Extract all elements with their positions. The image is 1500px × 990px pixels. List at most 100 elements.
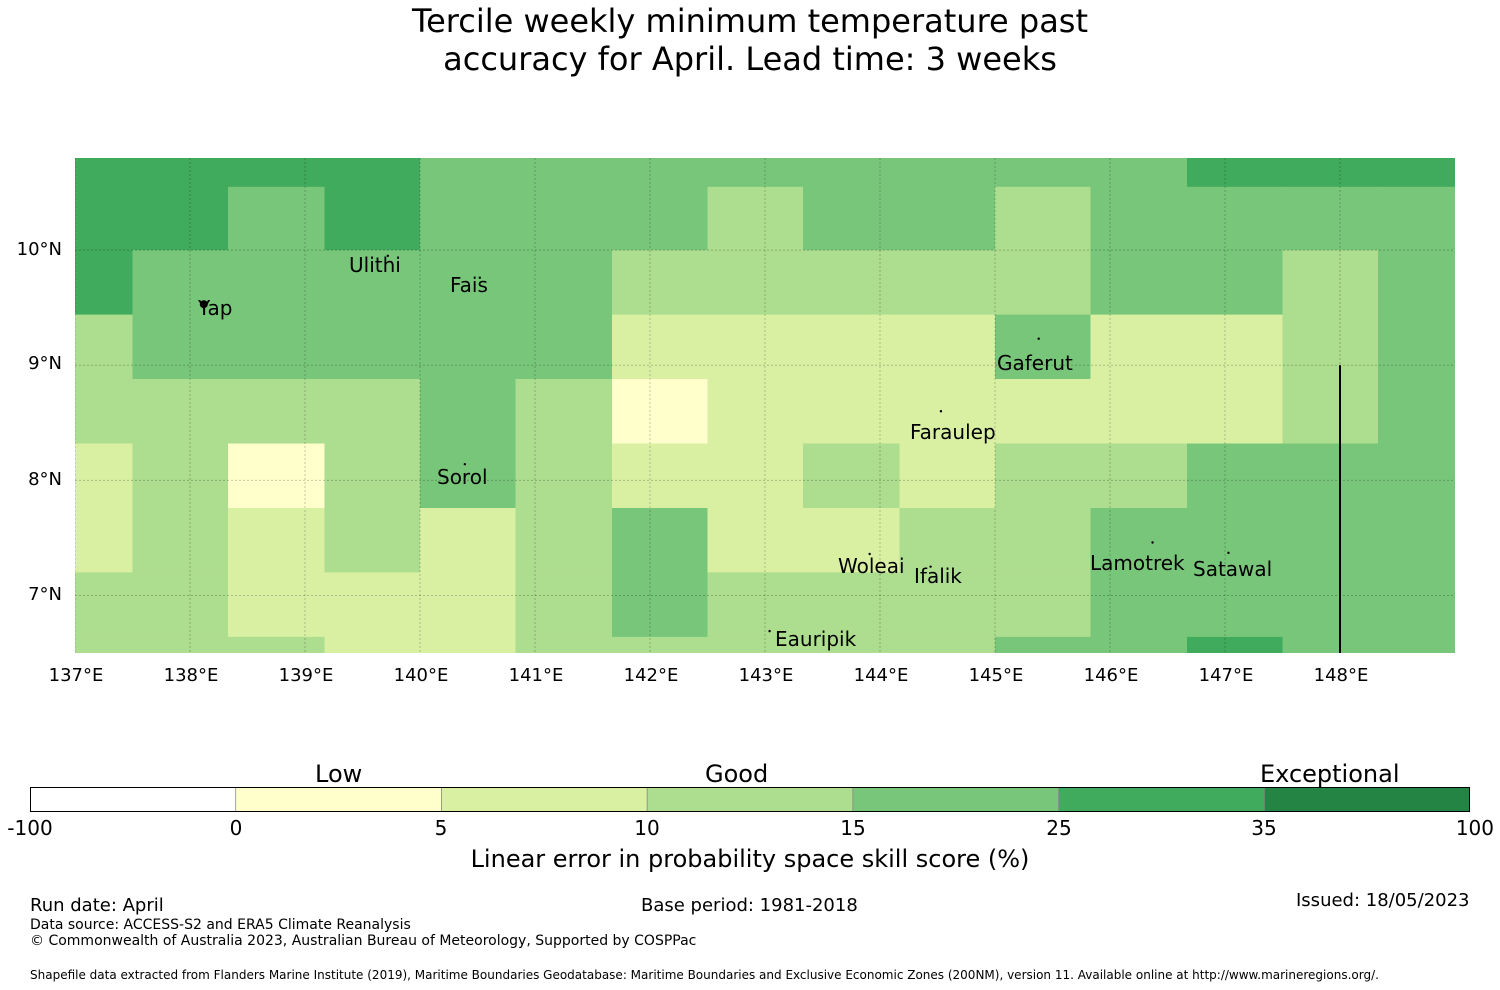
skill-cell (132, 186, 229, 251)
skill-cell (228, 250, 326, 316)
shapefile-credit: Shapefile data extracted from Flanders M… (30, 968, 1379, 982)
skill-cell (75, 250, 134, 316)
skill-cell (324, 443, 421, 509)
skill-cell (324, 250, 421, 316)
skill-cell (324, 314, 421, 380)
skill-cell (324, 158, 421, 188)
island-marker (939, 410, 943, 413)
skill-cell (1282, 572, 1379, 638)
legend-category-exceptional: Exceptional (1260, 760, 1400, 788)
skill-cell (132, 379, 229, 445)
skill-cell (132, 314, 229, 380)
colorbar-segment (441, 787, 648, 812)
skill-cell (1378, 250, 1455, 316)
skill-cell (995, 379, 1092, 445)
skill-cell (1090, 379, 1188, 445)
skill-cell (899, 508, 996, 574)
skill-cell (1090, 158, 1188, 188)
lon-label-137e: 137°E (48, 665, 104, 686)
skill-cell (803, 186, 901, 251)
skill-cell (228, 572, 326, 638)
skill-cell (1090, 250, 1188, 316)
skill-cell (899, 314, 996, 380)
skill-cell (515, 314, 613, 380)
skill-cell (420, 572, 517, 638)
skill-cell (324, 186, 421, 251)
skill-cell (515, 443, 613, 509)
skill-cell (132, 158, 229, 188)
skill-cell (1378, 572, 1455, 638)
skill-cell (612, 572, 709, 638)
skill-cell (1187, 250, 1284, 316)
skill-cell (420, 314, 517, 380)
skill-cell (1378, 158, 1455, 188)
skill-cell (612, 636, 709, 653)
skill-cell (515, 508, 613, 574)
skill-cell (995, 314, 1092, 380)
skill-cell (228, 158, 326, 188)
island-marker (199, 300, 208, 309)
skill-cell (1187, 636, 1284, 653)
skill-cell (612, 158, 709, 188)
colorbar-segment (1058, 787, 1265, 812)
colorbar-tick-25: 25 (1046, 816, 1072, 840)
skill-cell (132, 636, 229, 653)
skill-cell (995, 158, 1092, 188)
island-marker (868, 552, 871, 556)
skill-cell (75, 314, 134, 380)
skill-cell (1282, 636, 1379, 653)
skill-cell (1378, 186, 1455, 251)
skill-cell (1187, 443, 1284, 509)
place-label-fais: Fais (450, 273, 488, 297)
colorbar-segment (852, 787, 1060, 812)
skill-cell (75, 572, 134, 638)
colorbar-frame (30, 787, 1470, 812)
skill-cell (1282, 250, 1379, 316)
colorbar-tick-100: 100 (1455, 816, 1494, 840)
skill-cell (420, 158, 517, 188)
skill-cell (75, 508, 134, 574)
colorbar-tick-minus100: -100 (7, 816, 53, 840)
skill-cell (420, 443, 517, 509)
lon-label-143e: 143°E (738, 665, 794, 686)
skill-cell (228, 508, 326, 574)
skill-cell (420, 250, 517, 316)
skill-cell (995, 572, 1092, 638)
skill-cell (420, 636, 517, 653)
skill-cell (803, 443, 901, 509)
lat-label-9n: 9°N (28, 353, 62, 374)
skill-cell (995, 443, 1092, 509)
skill-grid-cells (75, 158, 1455, 653)
skill-cell (1090, 572, 1188, 638)
place-label-faraulep: Faraulep (910, 420, 996, 444)
data-source: Data source: ACCESS-S2 and ERA5 Climate … (30, 917, 411, 933)
lon-label-142e: 142°E (623, 665, 679, 686)
skill-cell (75, 636, 134, 653)
place-label-gaferut: Gaferut (997, 351, 1073, 375)
title-line-2: accuracy for April. Lead time: 3 weeks (443, 40, 1057, 78)
skill-cell (899, 572, 996, 638)
skill-cell (707, 379, 804, 445)
lon-label-139e: 139°E (278, 665, 334, 686)
legend-category-good: Good (705, 760, 769, 788)
skill-cell (1282, 158, 1379, 188)
skill-cell (707, 250, 804, 316)
place-label-satawal: Satawal (1193, 557, 1273, 581)
island-markers (199, 254, 1230, 633)
skill-cell (707, 186, 804, 251)
skill-cell (1187, 379, 1284, 445)
place-label-lamotrek: Lamotrek (1090, 551, 1185, 575)
place-label-sorol: Sorol (437, 465, 488, 489)
place-label-woleai: Woleai (838, 554, 905, 578)
skill-cell (132, 572, 229, 638)
skill-cell (515, 186, 613, 251)
skill-cell (515, 250, 613, 316)
skill-cell (1090, 443, 1188, 509)
colorbar-tick-5: 5 (434, 816, 448, 840)
skill-cell (1187, 186, 1284, 251)
skill-cell (1282, 314, 1379, 380)
skill-cell (1187, 158, 1284, 188)
skill-cell (1378, 314, 1455, 380)
skill-cell (803, 314, 901, 380)
island-marker (768, 629, 771, 633)
